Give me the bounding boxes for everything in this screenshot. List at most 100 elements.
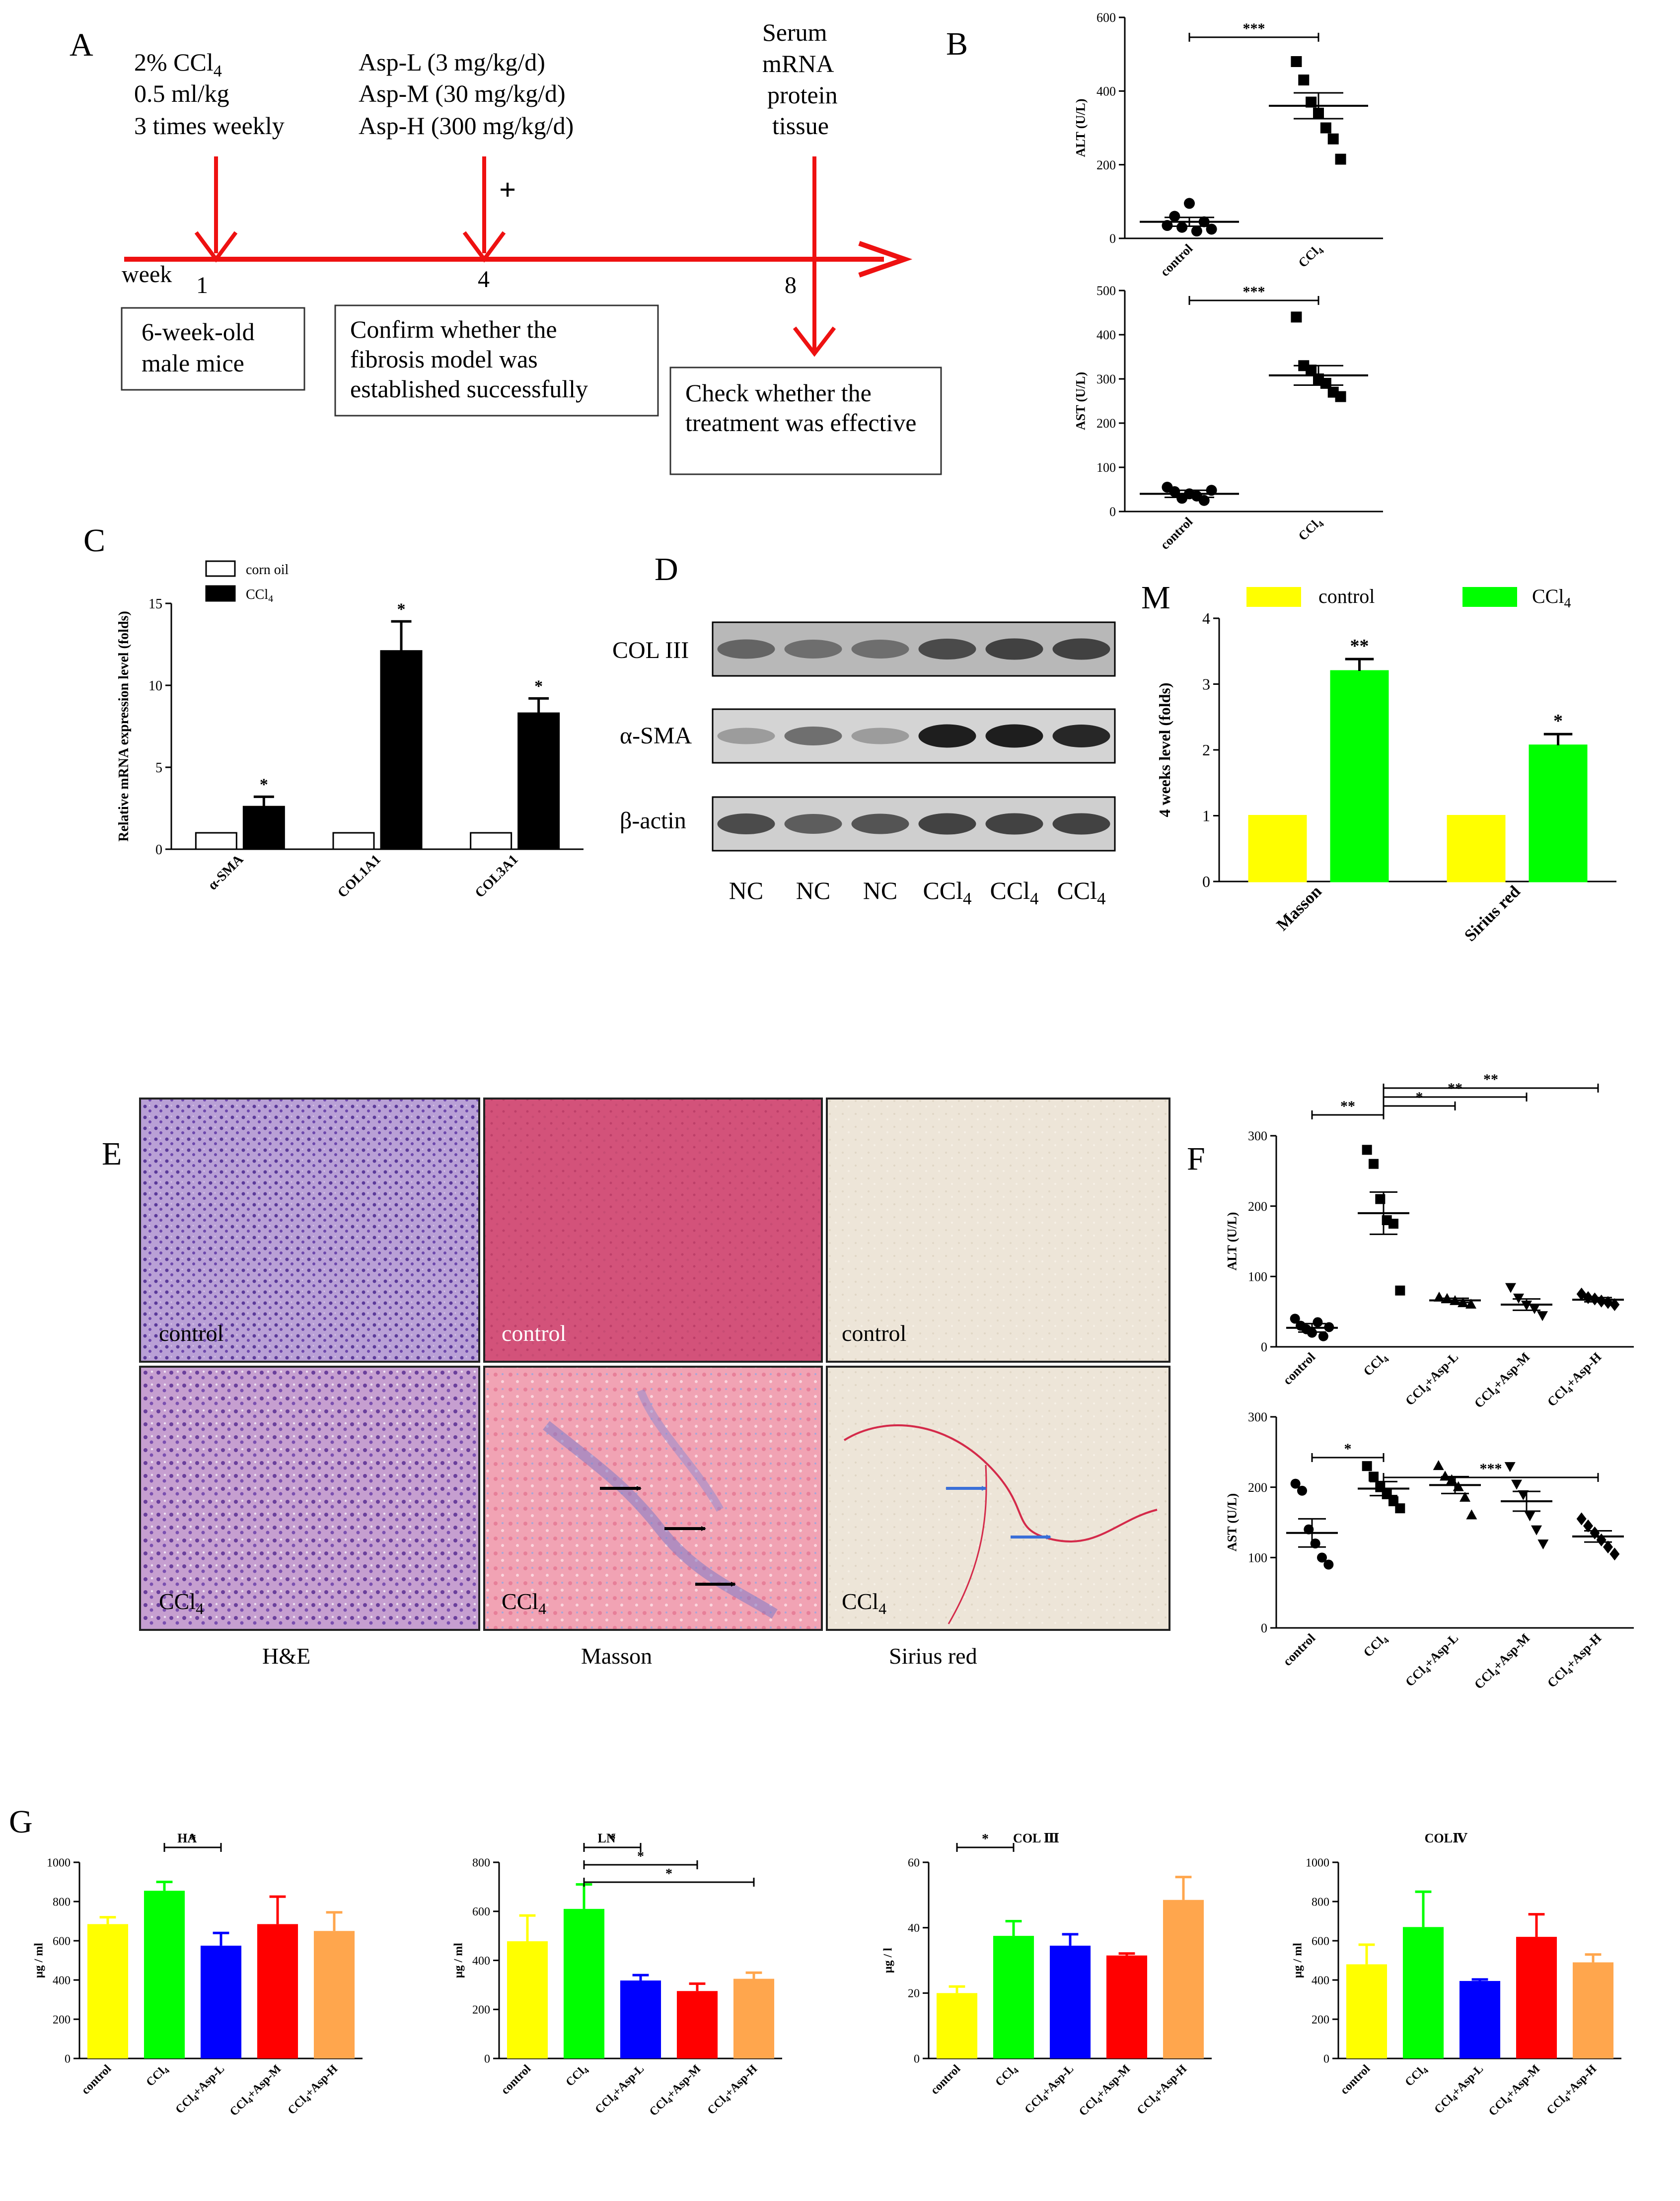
- f-ast-point: [1524, 1511, 1535, 1522]
- b-ast-y-tick-label: 0: [1109, 505, 1116, 519]
- b-ast-point: [1320, 377, 1331, 389]
- plus-sign: +: [499, 173, 516, 206]
- panel-a-timeline: 2% CCl4 0.5 ml/kg 3 times weekly Asp-L (…: [121, 18, 942, 475]
- f-ast-point: [1537, 1540, 1549, 1549]
- g-col4-category-label: CCl4​: [1403, 2062, 1431, 2090]
- b-alt-point: [1335, 153, 1346, 165]
- m-legend-label-ccl4: CCl4​: [1532, 585, 1571, 611]
- b-alt-point: [1169, 211, 1180, 222]
- box-confirm-line2: fibrosis model was: [350, 345, 538, 373]
- box-mice-line2: male mice: [142, 349, 244, 377]
- f-ast-point: [1460, 1491, 1470, 1502]
- b-alt-significance-label: ***: [1243, 20, 1265, 37]
- b-ast-y-tick-label: 500: [1096, 284, 1116, 298]
- f-alt-y-tick-label: 200: [1248, 1199, 1267, 1214]
- asp-dose-line1: Asp-L (3 mg/kg/d): [359, 48, 545, 76]
- c-y-tick-label: 0: [155, 842, 162, 858]
- masson-fibrosis-streak-2: [637, 1389, 724, 1512]
- g-ln-bar: [507, 1941, 548, 2058]
- b-ast-y-axis-label: AST (U/L): [1073, 372, 1088, 430]
- m-category-label: Masson: [1273, 882, 1325, 934]
- g-col4-bar: [1402, 1927, 1444, 2058]
- box-mice-line1: 6-week-old: [142, 318, 255, 346]
- f-alt-point: [1369, 1159, 1379, 1169]
- g-col4-y-tick-label: 400: [1312, 1974, 1329, 1987]
- g-col3-bar: [936, 1993, 978, 2058]
- panel-letter-m: M: [1141, 580, 1170, 616]
- f-ast-point: [1304, 1524, 1314, 1535]
- histology-sirius-ccl4: [826, 1366, 1170, 1631]
- g-ha-bar: [200, 1945, 242, 2058]
- panel-letter-c: C: [83, 522, 105, 559]
- arrow-week1-head: [194, 231, 238, 263]
- b-alt-y-axis-label: ALT (U/L): [1073, 99, 1088, 157]
- timeline-arrowhead: [858, 241, 913, 278]
- g-ln-title: LN: [598, 1831, 616, 1845]
- f-ast-point: [1531, 1525, 1542, 1536]
- c-bar: [517, 712, 560, 850]
- g-ln-bar: [620, 1980, 661, 2058]
- f-ast-point: [1609, 1547, 1620, 1561]
- b-alt-y-tick-label: 0: [1109, 231, 1116, 246]
- g-ha-category-label: CCl4​: [144, 2062, 172, 2090]
- f-ast-significance-label: ***: [1480, 1461, 1502, 1477]
- g-col4-y-tick-label: 1000: [1306, 1856, 1329, 1869]
- f-alt-point: [1434, 1291, 1445, 1302]
- g-col4-category-label: control: [1338, 2062, 1373, 2097]
- g-col3-bar: [1049, 1945, 1091, 2058]
- g-ha-y-tick-label: 200: [53, 2013, 71, 2026]
- g-col3-y-tick-label: 20: [908, 1987, 920, 2000]
- f-alt-significance-label: **: [1483, 1071, 1498, 1088]
- stain-label-masson: Masson: [581, 1643, 652, 1669]
- c-legend-swatch-corn-oil: [205, 560, 236, 577]
- b-alt-point: [1206, 223, 1217, 235]
- c-y-tick-label: 5: [155, 760, 162, 776]
- sirius-fiber: [843, 1424, 1158, 1542]
- box-check-line2: treatment was effective: [685, 409, 917, 437]
- g-ln-y-tick-label: 400: [472, 1955, 490, 1968]
- blot-band: [717, 639, 775, 659]
- masson-fibrosis-streak: [543, 1421, 778, 1619]
- m-y-tick-label: 2: [1202, 741, 1210, 759]
- b-alt-y-tick-label: 200: [1096, 158, 1116, 172]
- c-y-tick-label: 10: [148, 678, 162, 694]
- f-ast-point: [1369, 1471, 1379, 1482]
- f-alt-category-label: CCl4​: [1361, 1350, 1391, 1380]
- m-significance-label: *: [1553, 711, 1563, 732]
- arrow-week4-head: [462, 231, 506, 263]
- f-alt-point: [1313, 1317, 1323, 1327]
- c-bar: [242, 806, 285, 850]
- g-col3-bar: [1106, 1955, 1148, 2058]
- b-ast-y-tick-label: 100: [1096, 460, 1116, 475]
- b-ast-point: [1335, 391, 1346, 402]
- b-ast-significance-label: ***: [1243, 284, 1265, 300]
- blot-band: [784, 727, 842, 745]
- g-col3-category-label: CCl4​+Asp-L: [1023, 2062, 1078, 2118]
- c-bar: [195, 832, 237, 850]
- c-legend-swatch-ccl4: [205, 585, 236, 602]
- b-alt-category-label: control: [1158, 241, 1195, 279]
- g-ln-bar: [733, 1979, 775, 2058]
- c-category-label: COL1A1: [335, 852, 384, 901]
- c-category-label: COL3A1: [472, 852, 521, 901]
- m-y-tick-label: 0: [1202, 873, 1210, 890]
- m-legend-swatch-control: [1246, 587, 1301, 607]
- g-col4-bar: [1572, 1962, 1614, 2058]
- g-col3-y-tick-label: 40: [908, 1922, 920, 1935]
- panel-letter-b: B: [946, 26, 968, 62]
- g-ln-category-label: CCl4​+Asp-L: [593, 2062, 648, 2118]
- c-significance-label: *: [397, 600, 406, 618]
- f-ast-point: [1576, 1512, 1587, 1526]
- arrow-week8-head: [793, 326, 836, 357]
- blot-strip-col3: [712, 621, 1116, 677]
- blot-band: [985, 638, 1043, 660]
- f-ast-point: [1290, 1478, 1301, 1489]
- blot-band: [784, 640, 842, 659]
- g-ln-y-tick-label: 200: [472, 2004, 490, 2017]
- b-alt-point: [1320, 122, 1331, 134]
- week-num-8: 8: [785, 272, 797, 298]
- b-alt-category-label: CCl4​: [1296, 241, 1326, 272]
- b-alt-point: [1191, 225, 1202, 237]
- c-y-tick-label: 15: [148, 596, 162, 612]
- g-ln-y-tick-label: 0: [484, 2053, 490, 2065]
